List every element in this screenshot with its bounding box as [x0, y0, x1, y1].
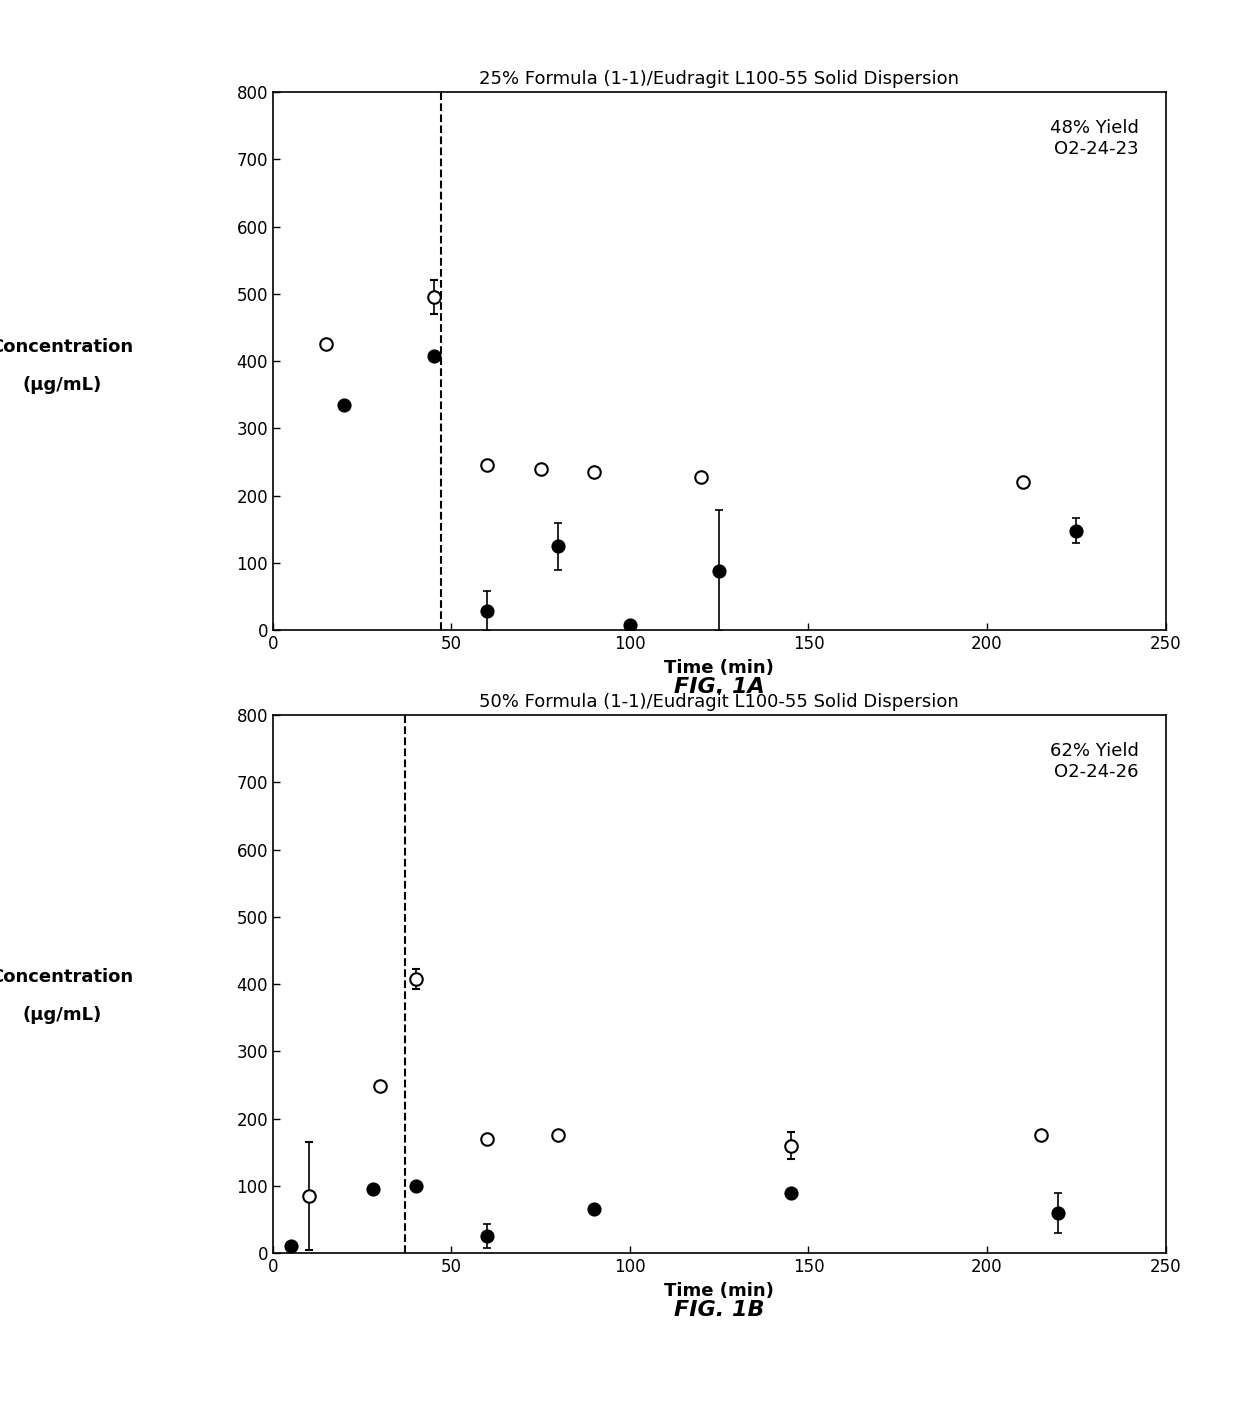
Title: 50% Formula (1-1)/Eudragit L100-55 Solid Dispersion: 50% Formula (1-1)/Eudragit L100-55 Solid… [480, 692, 959, 711]
Text: FIG. 1B: FIG. 1B [675, 1300, 764, 1320]
Title: 25% Formula (1-1)/Eudragit L100-55 Solid Dispersion: 25% Formula (1-1)/Eudragit L100-55 Solid… [479, 69, 960, 88]
Text: Concentration: Concentration [0, 338, 134, 355]
Text: (μg/mL): (μg/mL) [22, 377, 102, 394]
X-axis label: Time (min): Time (min) [665, 658, 774, 677]
Text: 48% Yield
O2-24-23: 48% Yield O2-24-23 [1050, 119, 1138, 157]
Text: Concentration: Concentration [0, 969, 134, 986]
Text: (μg/mL): (μg/mL) [22, 1007, 102, 1024]
Text: FIG. 1A: FIG. 1A [673, 677, 765, 697]
X-axis label: Time (min): Time (min) [665, 1281, 774, 1300]
Text: 62% Yield
O2-24-26: 62% Yield O2-24-26 [1050, 742, 1138, 780]
